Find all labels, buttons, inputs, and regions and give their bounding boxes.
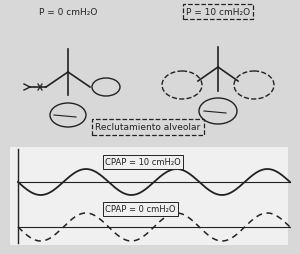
- Text: CPAP = 10 cmH₂O: CPAP = 10 cmH₂O: [105, 158, 181, 167]
- Text: P = 0 cmH₂O: P = 0 cmH₂O: [39, 8, 97, 17]
- Text: P = 10 cmH₂O: P = 10 cmH₂O: [186, 8, 250, 17]
- Text: CPAP = 0 cmH₂O: CPAP = 0 cmH₂O: [105, 205, 176, 214]
- FancyBboxPatch shape: [10, 147, 288, 245]
- Text: Reclutamiento alveolar: Reclutamiento alveolar: [95, 123, 201, 132]
